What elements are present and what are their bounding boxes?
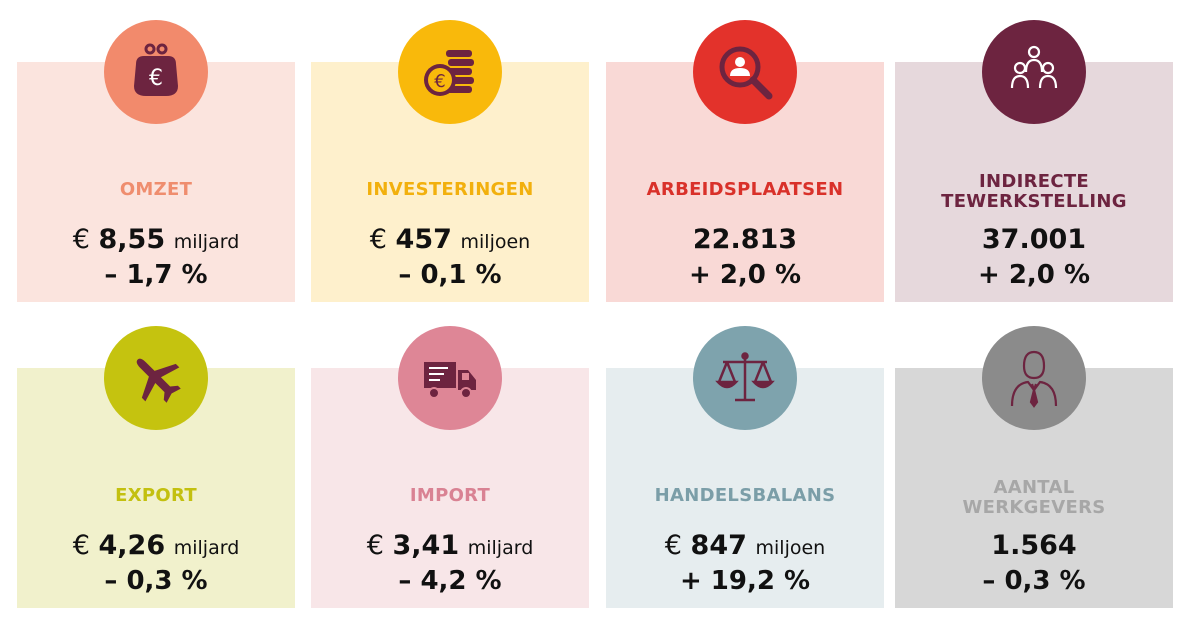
- card-change: – 0,3 %: [982, 566, 1086, 596]
- card-value: € 8,55 miljard: [72, 224, 240, 255]
- card-investeringen: € INVESTERINGEN € 457 miljoen – 0,1 %: [311, 20, 589, 302]
- card-change: + 2,0 %: [978, 260, 1090, 290]
- card-value: € 457 miljoen: [369, 224, 531, 255]
- scale-balance-icon: [693, 326, 797, 430]
- card-label: INDIRECTE: [978, 171, 1090, 192]
- coins-euro-icon: €: [398, 20, 502, 124]
- card-label: WERKGEVERS: [962, 497, 1106, 518]
- card-value: 1.564: [991, 530, 1077, 561]
- card-aantal-werkgevers: AANTAL WERKGEVERS 1.564 – 0,3 %: [895, 326, 1173, 608]
- card-import: IMPORT € 3,41 miljard – 4,2 %: [311, 326, 589, 608]
- svg-text:€: €: [434, 71, 445, 92]
- businessman-icon: [982, 326, 1086, 430]
- card-label: IMPORT: [409, 485, 491, 506]
- magnifier-person-icon: [693, 20, 797, 124]
- card-value: 22.813: [692, 224, 798, 255]
- card-value: € 4,26 miljard: [72, 530, 240, 561]
- card-value: 37.001: [981, 224, 1087, 255]
- card-export: EXPORT € 4,26 miljard – 0,3 %: [17, 326, 295, 608]
- card-label: ARBEIDSPLAATSEN: [646, 179, 844, 200]
- card-change: – 1,7 %: [104, 260, 208, 290]
- card-label: EXPORT: [115, 485, 197, 506]
- card-value: € 847 miljoen: [664, 530, 826, 561]
- airplane-icon: [104, 326, 208, 430]
- card-omzet: € OMZET € 8,55 miljard – 1,7 %: [17, 20, 295, 302]
- card-arbeidsplaatsen: ARBEIDSPLAATSEN 22.813 + 2,0 %: [606, 20, 884, 302]
- card-label: INVESTERINGEN: [366, 179, 534, 200]
- wallet-euro-icon: €: [104, 20, 208, 124]
- card-value: € 3,41 miljard: [366, 530, 534, 561]
- card-label: OMZET: [119, 179, 193, 200]
- card-change: + 19,2 %: [679, 566, 811, 596]
- card-change: – 4,2 %: [398, 566, 502, 596]
- card-change: – 0,3 %: [104, 566, 208, 596]
- truck-icon: [398, 326, 502, 430]
- card-change: + 2,0 %: [689, 260, 801, 290]
- card-change: – 0,1 %: [398, 260, 502, 290]
- card-indirecte-tewerkstelling: INDIRECTE TEWERKSTELLING 37.001 + 2,0 %: [895, 20, 1173, 302]
- card-label: AANTAL: [993, 477, 1075, 498]
- card-label: TEWERKSTELLING: [941, 191, 1127, 212]
- card-label: HANDELSBALANS: [654, 485, 836, 506]
- people-group-icon: [982, 20, 1086, 124]
- card-handelsbalans: HANDELSBALANS € 847 miljoen + 19,2 %: [606, 326, 884, 608]
- svg-text:€: €: [149, 66, 163, 91]
